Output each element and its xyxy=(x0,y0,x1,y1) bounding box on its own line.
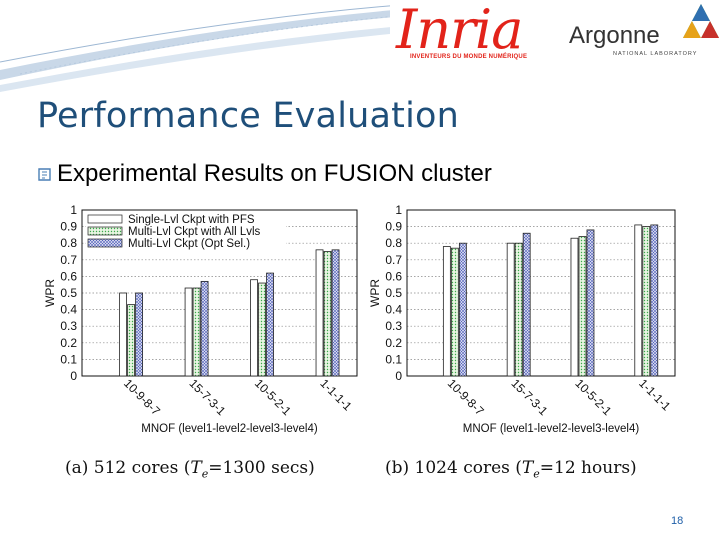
bar-series-3-1 xyxy=(135,292,144,377)
caption-b-prefix: (b) 1024 cores ( xyxy=(385,458,522,478)
caption-b-suffix: =12 hours) xyxy=(539,458,637,478)
bar-series-2-4 xyxy=(323,251,332,377)
bar-series-2-2 xyxy=(514,242,523,377)
caption-a-subscript: e xyxy=(201,467,209,481)
y-tick-label: 0.8 xyxy=(385,236,402,250)
y-tick-label: 0.9 xyxy=(60,220,77,234)
x-axis-label: MNOF (level1-level2-level3-level4) xyxy=(141,423,318,435)
y-tick-label: 0.7 xyxy=(60,253,77,267)
chart-512-cores: 0 0.1 0.2 0.3 0.4 0.5 0.6 0.7 0.8 0.9 1 WPR 10-9-8-7… xyxy=(43,203,358,435)
bar-series-1-2 xyxy=(184,287,193,377)
legend-swatch xyxy=(87,214,123,224)
bar-series-1-4 xyxy=(315,249,324,377)
argonne-logo-text: Argonne xyxy=(569,22,660,49)
bar-series-2-3 xyxy=(258,282,266,377)
caption-512-cores: (a) 512 cores (Te=1300 secs) xyxy=(65,458,315,480)
caption-1024-cores: (b) 1024 cores (Te=12 hours) xyxy=(385,458,637,480)
x-tick-label: 1-1-1-1 xyxy=(317,376,354,413)
x-tick-label: 1-1-1-1 xyxy=(636,376,673,413)
x-tick-label: 10-9-8-7 xyxy=(445,376,487,418)
bar-series-3-1 xyxy=(458,242,467,377)
y-tick-label: 0.4 xyxy=(385,303,402,317)
y-tick-label: 0.4 xyxy=(60,303,77,317)
page-title: Performance Evaluation xyxy=(37,96,459,136)
bar-series-1-1 xyxy=(442,246,451,377)
y-tick-label: 1 xyxy=(70,203,77,217)
caption-a-prefix: (a) 512 cores ( xyxy=(65,458,191,478)
argonne-logo: Argonne NATIONAL LABORATORY xyxy=(565,0,720,70)
y-axis-label: WPR xyxy=(368,279,382,307)
bar-series-3-2 xyxy=(200,280,209,377)
argonne-tagline: NATIONAL LABORATORY xyxy=(613,51,698,57)
x-tick-label: 10-5-2-1 xyxy=(572,376,614,418)
argonne-triangle-icon xyxy=(683,4,719,38)
header-swoosh-decoration xyxy=(0,0,720,92)
chart-1024-cores: 0 0.1 0.2 0.3 0.4 0.5 0.6 0.7 0.8 0.9 1 WPR 10-9-8-7… xyxy=(368,203,676,435)
caption-b-subscript: e xyxy=(533,467,540,481)
y-tick-label: 0.8 xyxy=(60,236,77,250)
inria-logo-text: Inria xyxy=(396,0,523,61)
y-tick-label: 0.2 xyxy=(385,336,402,350)
inria-tagline: INVENTEURS DU MONDE NUMÉRIQUE xyxy=(410,54,528,60)
y-tick-label: 0.3 xyxy=(60,319,77,333)
legend-label: Multi-Lvl Ckpt with All Lvls xyxy=(128,226,261,238)
inria-logo: Inria INVENTEURS DU MONDE NUMÉRIQUE xyxy=(390,0,560,70)
y-tick-label: 0.5 xyxy=(385,286,402,300)
y-tick-label: 0.6 xyxy=(60,269,77,283)
y-tick-label: 0 xyxy=(70,369,77,383)
caption-b-symbol: T xyxy=(521,458,534,478)
plot-frame xyxy=(406,209,676,377)
legend-swatch xyxy=(87,238,123,248)
bar-series-3-4 xyxy=(331,249,340,377)
results-figure: 0 0.1 0.2 0.3 0.4 0.5 0.6 0.7 0.8 0.9 1 WPR 10-9-8-7… xyxy=(35,200,683,490)
bullet-icon xyxy=(38,167,51,181)
y-tick-label: 0 xyxy=(395,369,402,383)
bar-series-1-1 xyxy=(119,292,128,377)
bar-series-1-2 xyxy=(506,242,515,377)
bar-series-3-3 xyxy=(586,229,595,377)
y-tick-label: 0.1 xyxy=(60,352,77,366)
x-tick-label: 10-5-2-1 xyxy=(252,376,294,418)
bar-series-3-3 xyxy=(266,272,274,377)
plot-frame xyxy=(81,209,358,377)
bar-series-1-3 xyxy=(250,279,258,377)
bar-series-1-4 xyxy=(634,224,643,377)
bar-series-2-2 xyxy=(192,287,201,377)
bullet-item: Experimental Results on FUSION cluster xyxy=(37,160,492,188)
bar-series-2-1 xyxy=(450,247,459,377)
bar-series-3-4 xyxy=(650,224,659,377)
y-tick-label: 1 xyxy=(395,203,402,217)
bar-series-3-2 xyxy=(522,232,531,377)
legend-label: Multi-Lvl Ckpt (Opt Sel.) xyxy=(128,238,250,250)
y-axis-label: WPR xyxy=(43,279,57,307)
y-tick-label: 0.3 xyxy=(385,319,402,333)
bar-series-1-3 xyxy=(570,237,579,377)
bar-series-2-3 xyxy=(578,236,587,377)
x-tick-label: 15-7-3-1 xyxy=(509,376,551,418)
y-tick-label: 0.9 xyxy=(385,220,402,234)
y-tick-label: 0.5 xyxy=(60,286,77,300)
legend-label: Single-Lvl Ckpt with PFS xyxy=(128,214,255,226)
caption-a-symbol: T xyxy=(190,458,202,478)
bullet-text: Experimental Results on FUSION cluster xyxy=(57,160,492,187)
y-tick-label: 0.7 xyxy=(385,253,402,267)
x-tick-label: 10-9-8-7 xyxy=(121,376,163,418)
x-tick-label: 15-7-3-1 xyxy=(186,376,228,418)
bar-series-2-1 xyxy=(127,304,136,377)
y-tick-label: 0.1 xyxy=(385,352,402,366)
legend-swatch xyxy=(87,226,123,236)
y-tick-label: 0.2 xyxy=(60,336,77,350)
y-tick-label: 0.6 xyxy=(385,269,402,283)
page-number: 18 xyxy=(671,515,684,527)
x-axis-label: MNOF (level1-level2-level3-level4) xyxy=(463,423,640,435)
caption-a-suffix: =1300 secs) xyxy=(208,458,315,478)
bar-series-2-4 xyxy=(642,226,651,377)
header-logos: Inria INVENTEURS DU MONDE NUMÉRIQUE Argo… xyxy=(390,0,720,80)
